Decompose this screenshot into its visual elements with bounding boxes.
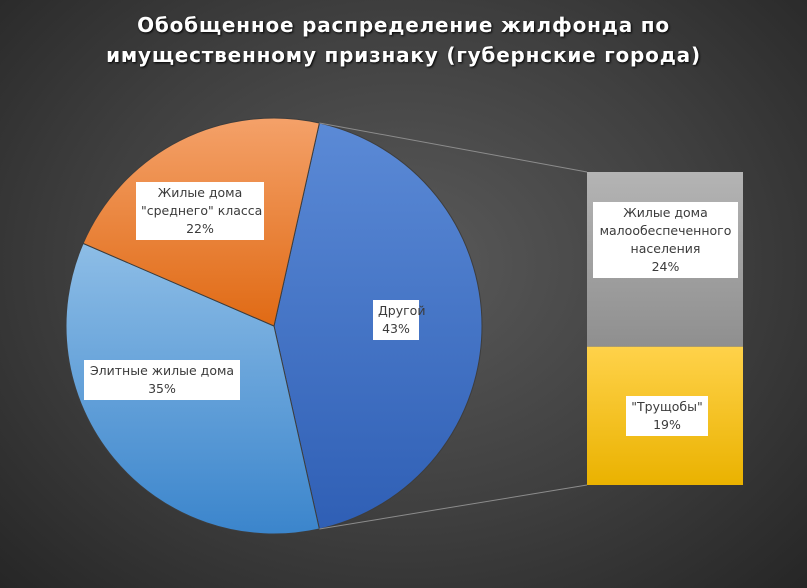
label-elite: Элитные жилые дома 35% — [84, 360, 240, 400]
connector-line-top — [319, 122, 588, 173]
chart-title: Обобщенное распределение жилфонда по иму… — [106, 13, 701, 67]
label-middle: Жилые дома "среднего" класса 22% — [136, 182, 264, 240]
label-other: Другой 43% — [373, 300, 425, 340]
label-slums: "Трущобы" 19% — [626, 396, 708, 436]
label-poor: Жилые дома малообеспеченного населения 2… — [593, 202, 738, 278]
connector-line-bottom — [319, 484, 588, 530]
